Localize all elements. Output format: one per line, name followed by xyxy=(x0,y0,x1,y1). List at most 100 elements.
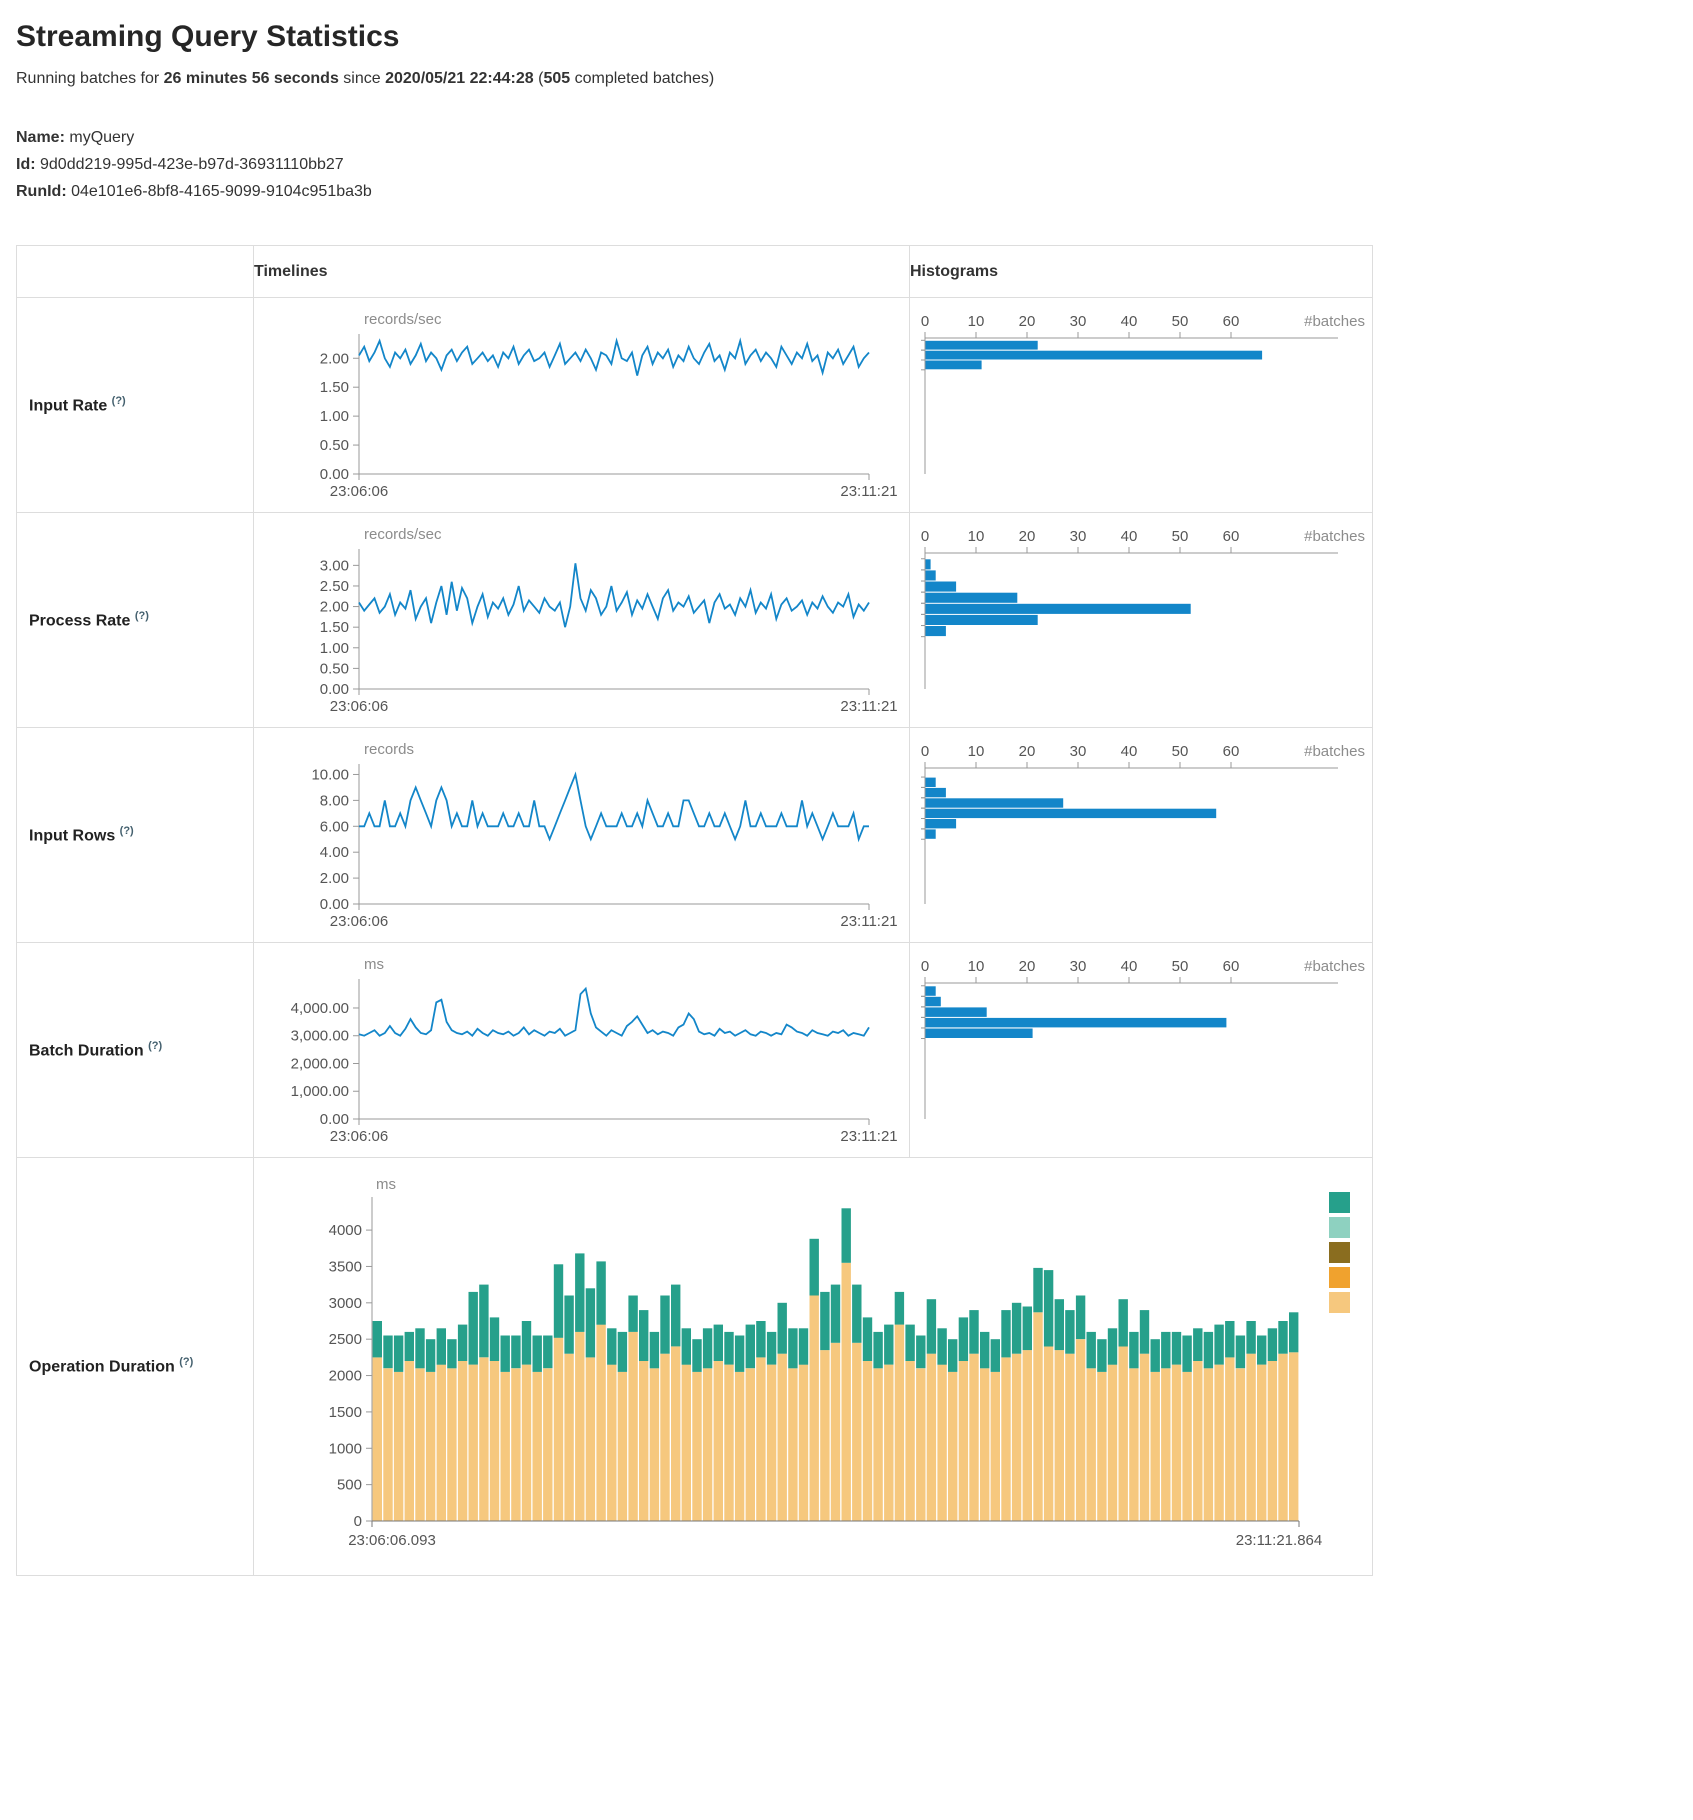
svg-text:#batches: #batches xyxy=(1304,313,1365,330)
svg-text:0: 0 xyxy=(354,1513,362,1530)
svg-text:10.00: 10.00 xyxy=(311,766,349,783)
svg-text:2000: 2000 xyxy=(329,1367,362,1384)
svg-text:23:06:06: 23:06:06 xyxy=(330,913,388,930)
svg-text:23:11:21: 23:11:21 xyxy=(840,483,897,500)
svg-text:3,000.00: 3,000.00 xyxy=(291,1027,349,1044)
svg-text:50: 50 xyxy=(1172,313,1189,330)
svg-text:records/sec: records/sec xyxy=(364,526,442,543)
input-rate-timeline-chart: 0.00 0.50 1.00 1.50 2.00 records/sec 23:06:06 2… xyxy=(320,311,898,500)
input-rows-label-cell: Input Rows (?) xyxy=(16,727,254,943)
query-id-line: Id: 9d0dd219-995d-423e-b97d-36931110bb27 xyxy=(16,151,1676,178)
input-rate-histogram-chart: 0 10 20 30 40 50 60 #batches xyxy=(921,313,1365,474)
input-rows-help-icon[interactable]: (?) xyxy=(119,824,134,837)
operation-duration-label-cell: Operation Duration (?) xyxy=(16,1157,254,1576)
input-rows-histogram-chart: 0 10 20 30 40 50 60 #batches xyxy=(921,743,1365,904)
legend-swatch xyxy=(1329,1292,1350,1313)
input-rate-help-icon[interactable]: (?) xyxy=(111,394,126,407)
svg-text:2500: 2500 xyxy=(329,1331,362,1348)
svg-text:#batches: #batches xyxy=(1304,958,1365,975)
svg-text:0: 0 xyxy=(921,528,929,545)
input-rows-timeline-chart: 0.00 2.00 4.00 6.00 8.00 10.00 records 23:06:06… xyxy=(311,741,897,930)
batch-duration-row: Batch Duration (?) 0.00 1,000.00 2,000.00 3… xyxy=(16,942,1373,1158)
batch-duration-histogram-chart: 0 10 20 30 40 50 60 #batches xyxy=(921,958,1365,1119)
svg-text:40: 40 xyxy=(1121,958,1138,975)
summary-since: since xyxy=(338,70,386,87)
svg-text:1.00: 1.00 xyxy=(320,408,349,425)
svg-text:50: 50 xyxy=(1172,528,1189,545)
svg-text:0.00: 0.00 xyxy=(320,466,349,483)
start-timestamp: 2020/05/21 22:44:28 xyxy=(385,70,534,87)
svg-text:40: 40 xyxy=(1121,313,1138,330)
svg-text:6.00: 6.00 xyxy=(320,818,349,835)
input-rows-timeline-cell: 0.00 2.00 4.00 6.00 8.00 10.00 records 23:06:06… xyxy=(253,727,910,943)
svg-text:records/sec: records/sec xyxy=(364,311,442,328)
svg-text:50: 50 xyxy=(1172,958,1189,975)
svg-text:20: 20 xyxy=(1019,958,1036,975)
svg-text:0.00: 0.00 xyxy=(320,1111,349,1128)
svg-text:60: 60 xyxy=(1223,958,1240,975)
svg-text:1.50: 1.50 xyxy=(320,379,349,396)
batch-duration-histogram-cell: 0 10 20 30 40 50 60 #batches xyxy=(909,942,1373,1158)
svg-text:0: 0 xyxy=(921,313,929,330)
svg-text:ms: ms xyxy=(364,956,384,973)
batch-duration-label-cell: Batch Duration (?) xyxy=(16,942,254,1158)
svg-text:500: 500 xyxy=(337,1476,362,1493)
operation-duration-help-icon[interactable]: (?) xyxy=(179,1356,194,1369)
process-rate-help-icon[interactable]: (?) xyxy=(134,609,149,622)
svg-text:23:06:06.093: 23:06:06.093 xyxy=(348,1532,436,1549)
svg-text:2,000.00: 2,000.00 xyxy=(291,1055,349,1072)
svg-text:0.00: 0.00 xyxy=(320,896,349,913)
batch-duration-help-icon[interactable]: (?) xyxy=(148,1039,163,1052)
query-name-line: Name: myQuery xyxy=(16,124,1676,151)
svg-text:23:06:06: 23:06:06 xyxy=(330,483,388,500)
histograms-header: Histograms xyxy=(909,245,1373,298)
operation-duration-label: Operation Duration xyxy=(29,1358,175,1376)
operation-duration-chart: 0 500 1000 1500 2000 2500 3000 3500 4000 ms 23:06:… xyxy=(329,1176,1323,1549)
query-id-label: Id: xyxy=(16,156,36,173)
svg-text:23:06:06: 23:06:06 xyxy=(330,698,388,715)
svg-text:0.50: 0.50 xyxy=(320,437,349,454)
process-rate-label: Process Rate xyxy=(29,612,131,630)
batches-summary: Running batches for 26 minutes 56 second… xyxy=(16,70,1676,88)
query-runid-line: RunId: 04e101e6-8bf8-4165-9099-9104c951b… xyxy=(16,178,1676,205)
svg-text:1500: 1500 xyxy=(329,1403,362,1420)
svg-text:0: 0 xyxy=(921,958,929,975)
svg-text:#batches: #batches xyxy=(1304,528,1365,545)
corner-header xyxy=(16,245,254,298)
svg-text:40: 40 xyxy=(1121,528,1138,545)
legend-swatch xyxy=(1329,1192,1350,1213)
process-rate-timeline-chart: 0.00 0.50 1.00 1.50 2.00 2.50 3.00 records/sec 2… xyxy=(320,526,898,715)
streaming-statistics-page: Streaming Query Statistics Running batch… xyxy=(16,20,1676,1576)
svg-text:30: 30 xyxy=(1070,743,1087,760)
table-header-row: Timelines Histograms xyxy=(16,245,1373,298)
input-rate-label-cell: Input Rate (?) xyxy=(16,297,254,513)
svg-text:2.00: 2.00 xyxy=(320,598,349,615)
page-title: Streaming Query Statistics xyxy=(16,20,400,53)
input-rate-label: Input Rate xyxy=(29,397,108,415)
svg-text:1.50: 1.50 xyxy=(320,619,349,636)
svg-text:records: records xyxy=(364,741,414,758)
svg-text:23:11:21.864: 23:11:21.864 xyxy=(1236,1532,1322,1549)
svg-text:#batches: #batches xyxy=(1304,743,1365,760)
summary-suffix: completed batches) xyxy=(570,70,715,87)
batch-duration-timeline-cell: 0.00 1,000.00 2,000.00 3,000.00 4,000.00 ms 23… xyxy=(253,942,910,1158)
svg-text:10: 10 xyxy=(968,743,985,760)
svg-text:2.00: 2.00 xyxy=(320,350,349,367)
legend-swatch xyxy=(1329,1242,1350,1263)
svg-text:1.00: 1.00 xyxy=(320,639,349,656)
process-rate-timeline-cell: 0.00 0.50 1.00 1.50 2.00 2.50 3.00 records/sec 2… xyxy=(253,512,910,728)
operation-duration-row: Operation Duration (?) 0 500 1000 1500 2000 2… xyxy=(16,1157,1373,1576)
query-runid-label: RunId: xyxy=(16,183,67,200)
svg-text:50: 50 xyxy=(1172,743,1189,760)
input-rate-row: Input Rate (?) 0.00 0.50 1.00 1.50 2.00 recor… xyxy=(16,297,1373,513)
query-id-value: 9d0dd219-995d-423e-b97d-36931110bb27 xyxy=(40,156,344,173)
svg-text:1,000.00: 1,000.00 xyxy=(291,1083,349,1100)
batch-duration-timeline-chart: 0.00 1,000.00 2,000.00 3,000.00 4,000.00 ms 23… xyxy=(291,956,898,1145)
summary-prefix: Running batches for xyxy=(16,70,164,87)
svg-text:23:06:06: 23:06:06 xyxy=(330,1128,388,1145)
svg-text:3.00: 3.00 xyxy=(320,557,349,574)
statistics-table: Timelines Histograms Input Rate (?) 0.00… xyxy=(16,245,1373,1576)
svg-text:60: 60 xyxy=(1223,313,1240,330)
svg-text:60: 60 xyxy=(1223,528,1240,545)
svg-text:10: 10 xyxy=(968,958,985,975)
